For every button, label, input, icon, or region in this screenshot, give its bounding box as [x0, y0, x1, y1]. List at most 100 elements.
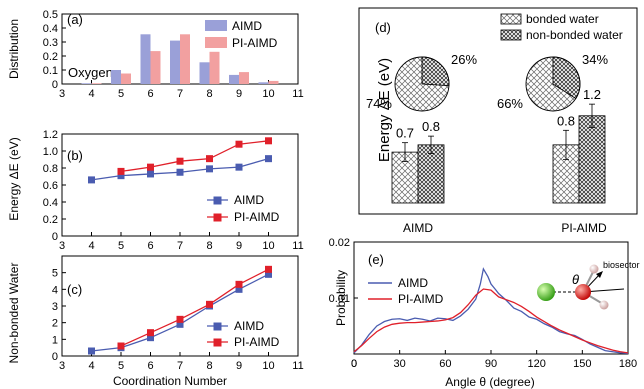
bar-value-label: 0.7: [396, 126, 414, 141]
panel-c: (c) Non-bonded Water Coordination Number…: [7, 255, 304, 388]
legend-label-piaimd: PI-AIMD: [398, 292, 444, 306]
legend-label-nonbonded: non-bonded water: [526, 28, 623, 42]
point-piaimd: [235, 140, 243, 148]
point-aimd: [265, 155, 272, 163]
legend-marker-aimd: [213, 196, 222, 205]
inset-theta-label: θ: [572, 272, 579, 287]
point-aimd: [176, 320, 184, 328]
bar-value-label: 0.8: [422, 119, 440, 134]
y-tick-label: 0: [52, 79, 58, 91]
x-tick-label: 7: [177, 88, 183, 100]
bar-piaimd: [91, 83, 102, 84]
point-piaimd: [235, 280, 243, 288]
point-aimd: [117, 172, 125, 180]
bar-aimd: [199, 62, 210, 84]
bar-piaimd: [180, 34, 190, 84]
legend-swatch-piaimd: [205, 37, 227, 48]
point-aimd: [147, 334, 154, 342]
series-line-aimd: [353, 267, 629, 355]
bar-aimd: [111, 70, 121, 84]
legend-label-aimd: AIMD: [398, 276, 428, 290]
panel-c-label: (c): [67, 282, 82, 297]
panel-e-legend: AIMD PI-AIMD: [368, 276, 444, 306]
pie-label: 74%: [366, 96, 392, 111]
category-label: PI-AIMD: [561, 221, 607, 235]
bar-nonbonded: [417, 144, 445, 204]
panel-e-label: (e): [368, 252, 384, 267]
panel-a-annotation: Oxygen: [68, 65, 113, 80]
y-tick-label: 0.02: [329, 237, 350, 249]
x-tick-label: 10: [262, 240, 274, 252]
x-tick-label: 10: [262, 88, 274, 100]
y-tick-label: 5: [52, 268, 58, 280]
panel-c-legend: AIMD PI-AIMD: [207, 319, 280, 349]
panel-d: (d) Energy ΔE (eV) bonded water non-bond…: [358, 7, 638, 235]
panel-b: (b) Energy ΔE (eV) AIMD PI-AIMD 3 4 5 6 7 8 9 1…: [7, 129, 304, 252]
x-tick-label: 8: [206, 360, 212, 372]
legend-label-piaimd: PI-AIMD: [234, 210, 280, 224]
y-tick-label: 1.0: [43, 146, 58, 158]
y-tick-label: 0.3: [43, 37, 58, 49]
bar-aimd: [258, 82, 269, 84]
panel-c-xlabel: Coordination Number: [113, 374, 227, 388]
x-tick-label: 180: [619, 358, 637, 370]
y-tick-label: 0.01: [329, 293, 350, 305]
legend-label-bonded: bonded water: [526, 12, 599, 26]
point-aimd: [147, 170, 154, 178]
pie-slice-nonbonded: [421, 56, 450, 87]
point-piaimd: [147, 329, 154, 337]
y-tick-label: 3: [52, 301, 58, 313]
category-label: AIMD: [403, 221, 433, 235]
x-tick-label: 4: [88, 360, 94, 372]
point-piaimd: [117, 167, 125, 175]
x-tick-label: 11: [292, 88, 303, 100]
y-tick-label: 0.8: [43, 163, 58, 175]
point-piaimd: [176, 157, 184, 165]
x-tick-label: 5: [118, 360, 124, 372]
x-tick-label: 9: [236, 88, 242, 100]
panel-a-label: (a): [67, 12, 83, 27]
point-piaimd: [265, 265, 272, 273]
panel-d-legend: bonded water non-bonded water: [500, 12, 623, 42]
bar-aimd: [229, 74, 239, 84]
point-piaimd: [176, 315, 184, 323]
series-line-piaimd: [353, 288, 629, 354]
legend-marker-piaimd: [213, 338, 222, 347]
bar-aimd: [140, 34, 151, 84]
pie-label: 26%: [451, 52, 477, 67]
y-tick-label: 4: [52, 284, 58, 296]
bar-piaimd: [239, 72, 249, 84]
pie-slice-nonbonded: [552, 56, 581, 100]
x-tick-label: 11: [292, 360, 303, 372]
x-tick-label: 10: [262, 360, 274, 372]
inset-cation-atom: [537, 283, 555, 301]
x-tick-label: 11: [292, 240, 303, 252]
panel-c-ylabel: Non-bonded Water: [7, 263, 21, 364]
x-tick-label: 6: [147, 88, 153, 100]
y-tick-label: 1.2: [43, 129, 58, 141]
panel-a-legend: AIMD PI-AIMD: [205, 19, 278, 50]
x-tick-label: 30: [394, 358, 406, 370]
x-tick-label: 9: [236, 240, 242, 252]
panel-d-ylabel: Energy ΔE (eV): [376, 58, 393, 162]
point-aimd: [206, 165, 213, 173]
y-tick-label: 2: [52, 318, 58, 330]
point-aimd: [88, 347, 95, 355]
y-tick-label: 0.6: [43, 180, 58, 192]
legend-label-aimd: AIMD: [232, 19, 262, 33]
x-tick-label: 150: [573, 358, 591, 370]
inset-hydrogen-atom-1: [589, 264, 599, 274]
x-tick-label: 6: [147, 360, 153, 372]
panel-e-ylabel: Probability: [334, 270, 348, 326]
legend-label-piaimd: PI-AIMD: [234, 335, 280, 349]
legend-swatch-aimd: [205, 20, 227, 31]
panel-d-label: (d): [375, 20, 391, 35]
panel-e-xlabel: Angle θ (degree): [445, 375, 534, 389]
inset-arrowhead: [596, 271, 603, 278]
point-piaimd: [147, 163, 154, 171]
bar-nonbonded: [578, 115, 606, 204]
bar-piaimd: [268, 80, 279, 84]
panel-b-label: (b): [67, 148, 83, 163]
point-aimd: [176, 168, 184, 176]
